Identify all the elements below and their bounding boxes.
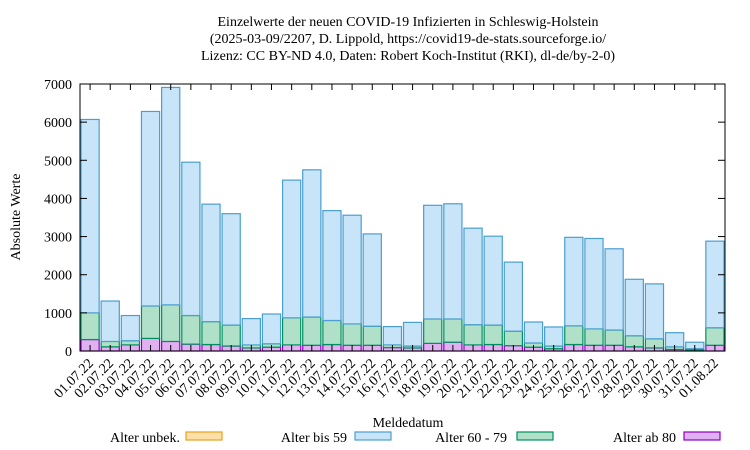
y-tick-label: 1000 (44, 307, 72, 322)
bar-segment-alter-60-79-12 (322, 319, 342, 346)
bar-segment-alter-bis-59-7 (221, 213, 241, 326)
bar-segment-alter-bis-59-21 (503, 261, 524, 332)
bar-segment-alter-60-79-24 (564, 325, 584, 346)
x-ticks: 01.07.2202.07.2203.07.2204.07.2205.07.22… (52, 84, 722, 401)
y-tick-label: 5000 (44, 154, 72, 169)
y-axis-label: Absolute Werte (9, 174, 24, 261)
bar-segment-alter-60-79-13 (342, 323, 362, 346)
legend-swatch (516, 431, 554, 441)
y-tick-label: 0 (65, 345, 72, 360)
bar-segment-alter-bis-59-12 (322, 210, 342, 322)
x-axis-label: Meldedatum (373, 416, 444, 431)
bar-segment-alter-bis-59-18 (443, 203, 463, 320)
bar-segment-alter-60-79-14 (362, 325, 382, 346)
bar-segment-alter-bis-59-14 (362, 233, 382, 327)
bar-segment-alter-60-79-4 (161, 304, 181, 343)
bar-segment-alter-60-79-20 (483, 324, 503, 346)
chart-title-line-3: Lizenz: CC BY-ND 4.0, Daten: Robert Koch… (200, 49, 616, 64)
bar-segment-alter-60-79-17 (423, 318, 443, 344)
bar-segment-alter-60-79-11 (302, 316, 322, 346)
chart-title-line-1: Einzelwerte der neuen COVID-19 Infiziert… (217, 15, 599, 30)
bar-segment-alter-bis-59-4 (161, 86, 181, 306)
bar-segment-alter-60-79-25 (584, 328, 604, 346)
bar-segment-alter-bis-59-28 (644, 283, 665, 340)
legend-swatch (354, 431, 392, 441)
legend: Alter unbek. Alter bis 59 Alter 60 - 79 Alt… (110, 431, 721, 446)
bar-segment-alter-60-79-19 (463, 324, 483, 346)
bar-segment-alter-bis-59-26 (604, 248, 624, 331)
bar-segment-alter-bis-59-3 (140, 110, 161, 307)
y-tick-label: 7000 (44, 78, 72, 93)
y-tick-label: 3000 (44, 231, 72, 246)
chart-title-line-2: (2025-03-09/2207, D. Lippold, https://co… (209, 32, 607, 47)
bar-segment-alter-bis-59-1 (100, 300, 120, 343)
bar-segment-alter-bis-59-17 (423, 204, 443, 320)
chart-title: Einzelwerte der neuen COVID-19 Infiziert… (0, 14, 750, 65)
plot-frame (79, 83, 726, 352)
bar-segment-alter-60-79-18 (443, 318, 463, 343)
y-tick-label: 2000 (44, 269, 72, 284)
bar-segment-alter-bis-59-9 (261, 313, 282, 345)
bar-segment-alter-bis-59-11 (302, 169, 322, 318)
bar-segment-alter-bis-59-29 (664, 332, 685, 348)
bar-segment-alter-60-79-2 (120, 340, 141, 346)
bar-segment-alter-60-79-5 (181, 314, 201, 345)
bar-segment-alter-bis-59-31 (705, 240, 725, 329)
bar-segment-alter-60-79-31 (705, 327, 725, 346)
legend-label: Alter 60 - 79 (435, 431, 507, 446)
bar-segment-alter-bis-59-6 (201, 203, 221, 323)
bar-segment-alter-bis-59-0 (80, 118, 100, 314)
bar-segment-alter-60-79-21 (503, 330, 524, 347)
bar-segment-alter-bis-59-23 (543, 326, 564, 347)
bar-segment-alter-bis-59-16 (402, 321, 423, 347)
bar-segment-alter-60-79-26 (604, 329, 624, 346)
legend-swatch (185, 431, 223, 441)
bar-segment-alter-bis-59-22 (523, 321, 544, 344)
bar-segment-alter-bis-59-13 (342, 214, 362, 325)
legend-label: Alter ab 80 (613, 431, 676, 446)
bar-segment-alter-bis-59-19 (463, 227, 483, 326)
bar-segment-alter-60-79-0 (80, 312, 100, 341)
bar-segment-alter-bis-59-24 (564, 236, 584, 327)
bar-segment-alter-bis-59-2 (120, 314, 141, 342)
bar-segment-alter-60-79-3 (140, 305, 161, 340)
bar-segment-alter-bis-59-15 (382, 325, 403, 346)
bar-segment-alter-60-79-10 (281, 317, 302, 346)
y-tick-label: 6000 (44, 116, 72, 131)
legend-label: Alter unbek. (110, 431, 180, 446)
bar-segment-alter-bis-59-20 (483, 235, 503, 326)
bar-segment-alter-bis-59-5 (181, 161, 201, 317)
y-ticks: 0 1000 2000 3000 4000 5000 6000 7000 (44, 78, 725, 360)
bar-segment-alter-bis-59-10 (281, 179, 302, 319)
y-tick-label: 4000 (44, 192, 72, 207)
bar-segment-alter-60-79-6 (201, 321, 221, 346)
bar-segment-alter-bis-59-8 (241, 317, 262, 346)
axes-layer (79, 83, 726, 352)
bar-segment-alter-60-79-7 (221, 324, 241, 347)
legend-swatch (683, 431, 721, 441)
bar-segment-alter-bis-59-25 (584, 237, 604, 330)
bars-layer (80, 86, 725, 352)
bar-segment-alter-bis-59-27 (624, 278, 644, 337)
legend-label: Alter bis 59 (281, 431, 347, 446)
